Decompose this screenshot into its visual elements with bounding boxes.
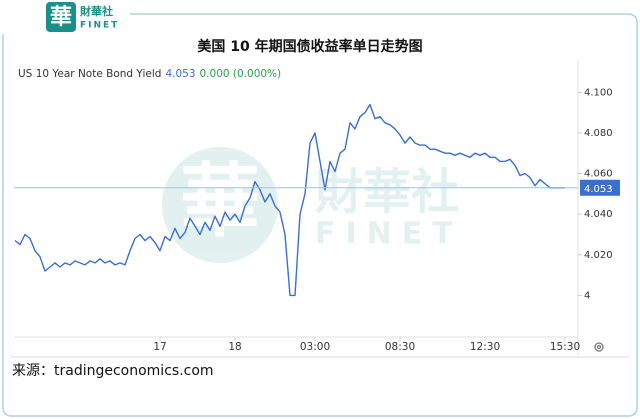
- y-tick-label: 4.040: [584, 209, 613, 220]
- x-tick-label: 03:00: [300, 341, 330, 353]
- logo-name: 財華社: [79, 4, 113, 18]
- x-tick-label: 18: [228, 341, 241, 353]
- last-box: [580, 179, 620, 196]
- y-tick-label: 4.060: [584, 169, 613, 180]
- y-tick-label: 4: [584, 290, 590, 301]
- settings-icon[interactable]: [594, 342, 604, 352]
- watermark-char: 華: [180, 155, 260, 248]
- watermark: 華 財華社 FINET: [162, 147, 463, 263]
- x-tick-label: 12:30: [470, 341, 500, 353]
- source: 来源：tradingeconomics.com: [12, 363, 214, 379]
- logo-icon: [46, 2, 76, 32]
- y-tick-label: 4.100: [584, 87, 613, 98]
- line: [14, 103, 565, 297]
- x-tick-label: 08:30: [385, 341, 415, 353]
- logo-sub: FINET: [80, 21, 119, 31]
- legend-change: 0.000 (0.000%): [200, 68, 282, 80]
- y-tick-label: 4.020: [584, 250, 613, 261]
- x-tick-label: 15:30: [550, 341, 580, 353]
- x-tick-label: 17: [153, 341, 166, 353]
- legend: US 10 Year Note Bond Yield 4.053 0.000 (0.…: [18, 68, 281, 80]
- frame: [2, 13, 638, 417]
- legend-last: 4.053: [165, 68, 195, 80]
- y-tick-label: 4.080: [584, 128, 613, 139]
- watermark-sub: FINET: [315, 217, 463, 252]
- chart-title: 美国 10 年期国债收益率单日走势图: [197, 38, 422, 55]
- watermark-name: 財華社: [315, 164, 459, 220]
- watermark-icon: [162, 147, 278, 263]
- legend-name: US 10 Year Note Bond Yield: [18, 68, 161, 80]
- last-label: 4.053: [584, 184, 613, 195]
- logo-char: 華: [50, 5, 72, 30]
